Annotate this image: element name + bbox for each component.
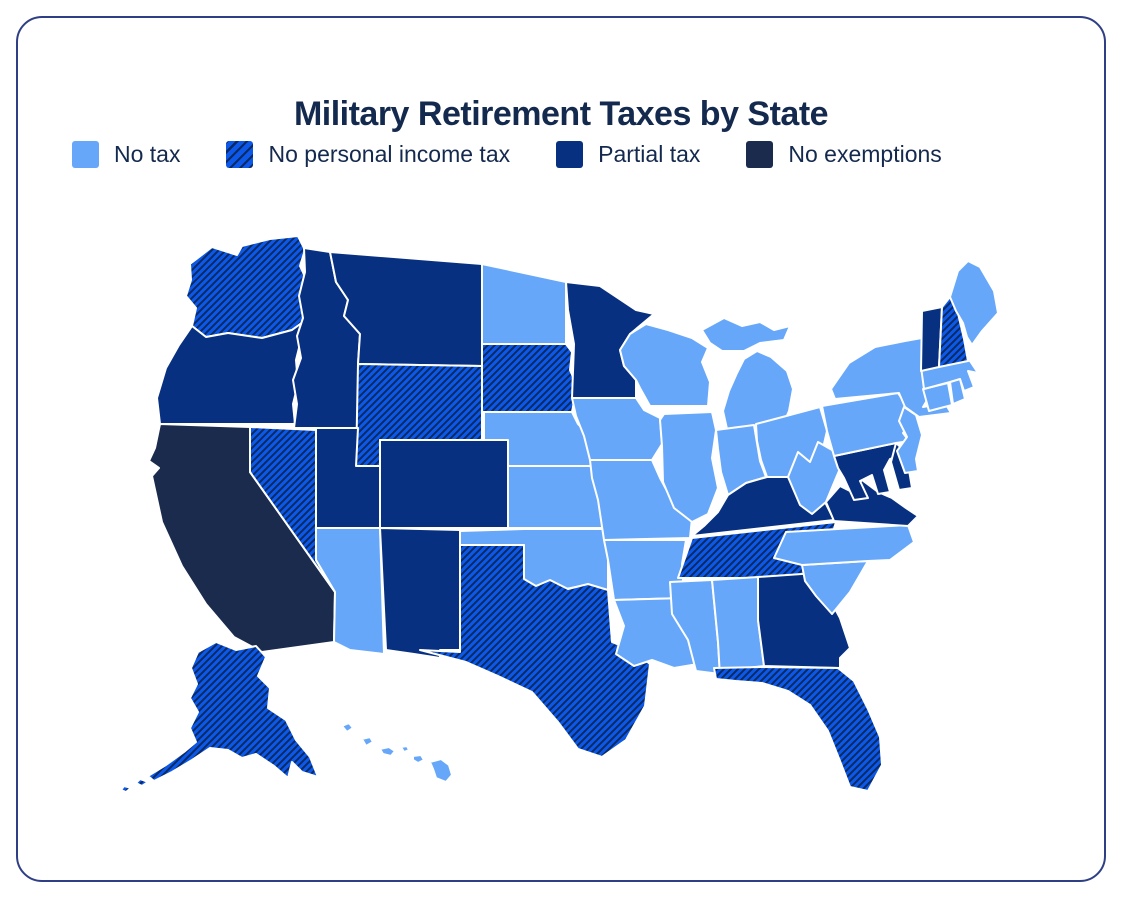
state-nm: New Mexico — Partial tax <box>379 527 461 659</box>
state-va: Virginia — Partial tax <box>825 479 919 527</box>
state-al: Alabama — No tax <box>711 576 765 682</box>
state-me: Maine — No tax <box>949 260 999 346</box>
state-hi: Hawaii — No tax <box>341 722 453 783</box>
no-exemptions-swatch-icon <box>746 141 774 168</box>
state-nc: North Carolina — No tax <box>773 524 915 566</box>
state-fl: Florida — No personal income tax <box>713 666 883 792</box>
legend-item-no-tax: No tax <box>72 141 180 168</box>
legend-item-no-exemptions: No exemptions <box>746 141 942 168</box>
state-tx: Texas — No personal income tax <box>419 544 651 758</box>
legend: No tax No personal income tax Partial ta… <box>72 141 942 168</box>
state-il: Illinois — No tax <box>659 411 719 523</box>
no-tax-swatch-icon <box>72 141 99 168</box>
state-mi: Michigan — No tax <box>701 317 794 430</box>
state-mo: Missouri — No tax <box>589 459 693 541</box>
state-ia: Iowa — No tax <box>571 397 663 461</box>
legend-item-no-personal-income-tax: No personal income tax <box>226 141 510 168</box>
state-nd: North Dakota — No tax <box>481 263 567 345</box>
no-personal-income-tax-swatch-icon <box>226 141 254 168</box>
state-co: Colorado — Partial tax <box>379 439 509 529</box>
legend-label: No tax <box>114 141 181 167</box>
state-ak: Alaska — No personal income tax <box>120 641 319 793</box>
page-title: Military Retirement Taxes by State <box>293 94 829 133</box>
legend-label: No exemptions <box>788 141 942 167</box>
state-wa: Washington — No personal income tax <box>185 235 310 339</box>
state-wi: Wisconsin — No tax <box>619 323 711 407</box>
partial-tax-swatch-icon <box>556 141 584 168</box>
state-nj: New Jersey — No tax <box>896 406 923 474</box>
legend-label: Partial tax <box>598 141 701 167</box>
state-sd: South Dakota — No personal income tax <box>481 343 578 413</box>
state-or: Oregon — Partial tax <box>156 321 304 425</box>
legend-item-partial-tax: Partial tax <box>556 141 700 168</box>
legend-label: No personal income tax <box>268 141 511 167</box>
